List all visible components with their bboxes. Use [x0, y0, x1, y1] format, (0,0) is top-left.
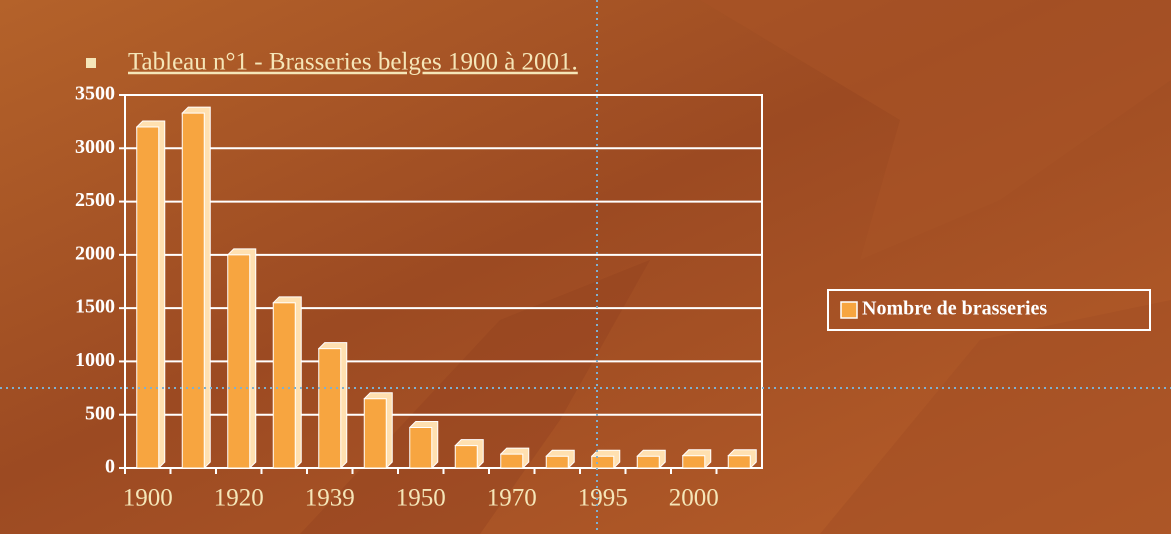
y-tick-label: 3500: [75, 83, 115, 105]
leaf-decoration: [820, 300, 1171, 534]
y-tick-label: 2500: [75, 189, 115, 211]
x-tick-label: 2000: [669, 485, 719, 512]
x-tick-label: 1939: [305, 485, 355, 512]
bar: [500, 453, 524, 469]
y-tick-label: 1500: [75, 296, 115, 318]
bar: [545, 455, 569, 469]
bar: [636, 455, 660, 469]
x-tick-label: 1900: [123, 485, 173, 512]
y-tick-label: 500: [85, 402, 115, 424]
bar: [363, 398, 387, 469]
y-tick-label: 2000: [75, 242, 115, 264]
legend-swatch: [840, 301, 858, 319]
y-tick-label: 1000: [75, 349, 115, 371]
bar: [454, 445, 478, 469]
y-tick-label: 3000: [75, 136, 115, 158]
y-tick-label: 0: [105, 456, 115, 478]
bar: [227, 254, 251, 469]
x-tick-label: 1995: [578, 485, 628, 512]
bar: [682, 455, 706, 469]
x-tick-label: 1950: [396, 485, 446, 512]
title-bullet: [86, 58, 96, 68]
chart-title: Tableau n°1 - Brasseries belges 1900 à 2…: [128, 49, 578, 76]
bar: [727, 455, 751, 469]
legend-label: Nombre de brasseries: [862, 298, 1047, 320]
bar: [272, 302, 296, 469]
bar: [409, 427, 433, 469]
bar: [591, 455, 615, 469]
legend-box: [827, 289, 1151, 331]
leaf-decoration: [700, 0, 1171, 260]
bar: [136, 126, 160, 469]
bar: [181, 112, 205, 469]
x-tick-label: 1970: [487, 485, 537, 512]
x-tick-label: 1920: [214, 485, 264, 512]
bar: [318, 348, 342, 469]
